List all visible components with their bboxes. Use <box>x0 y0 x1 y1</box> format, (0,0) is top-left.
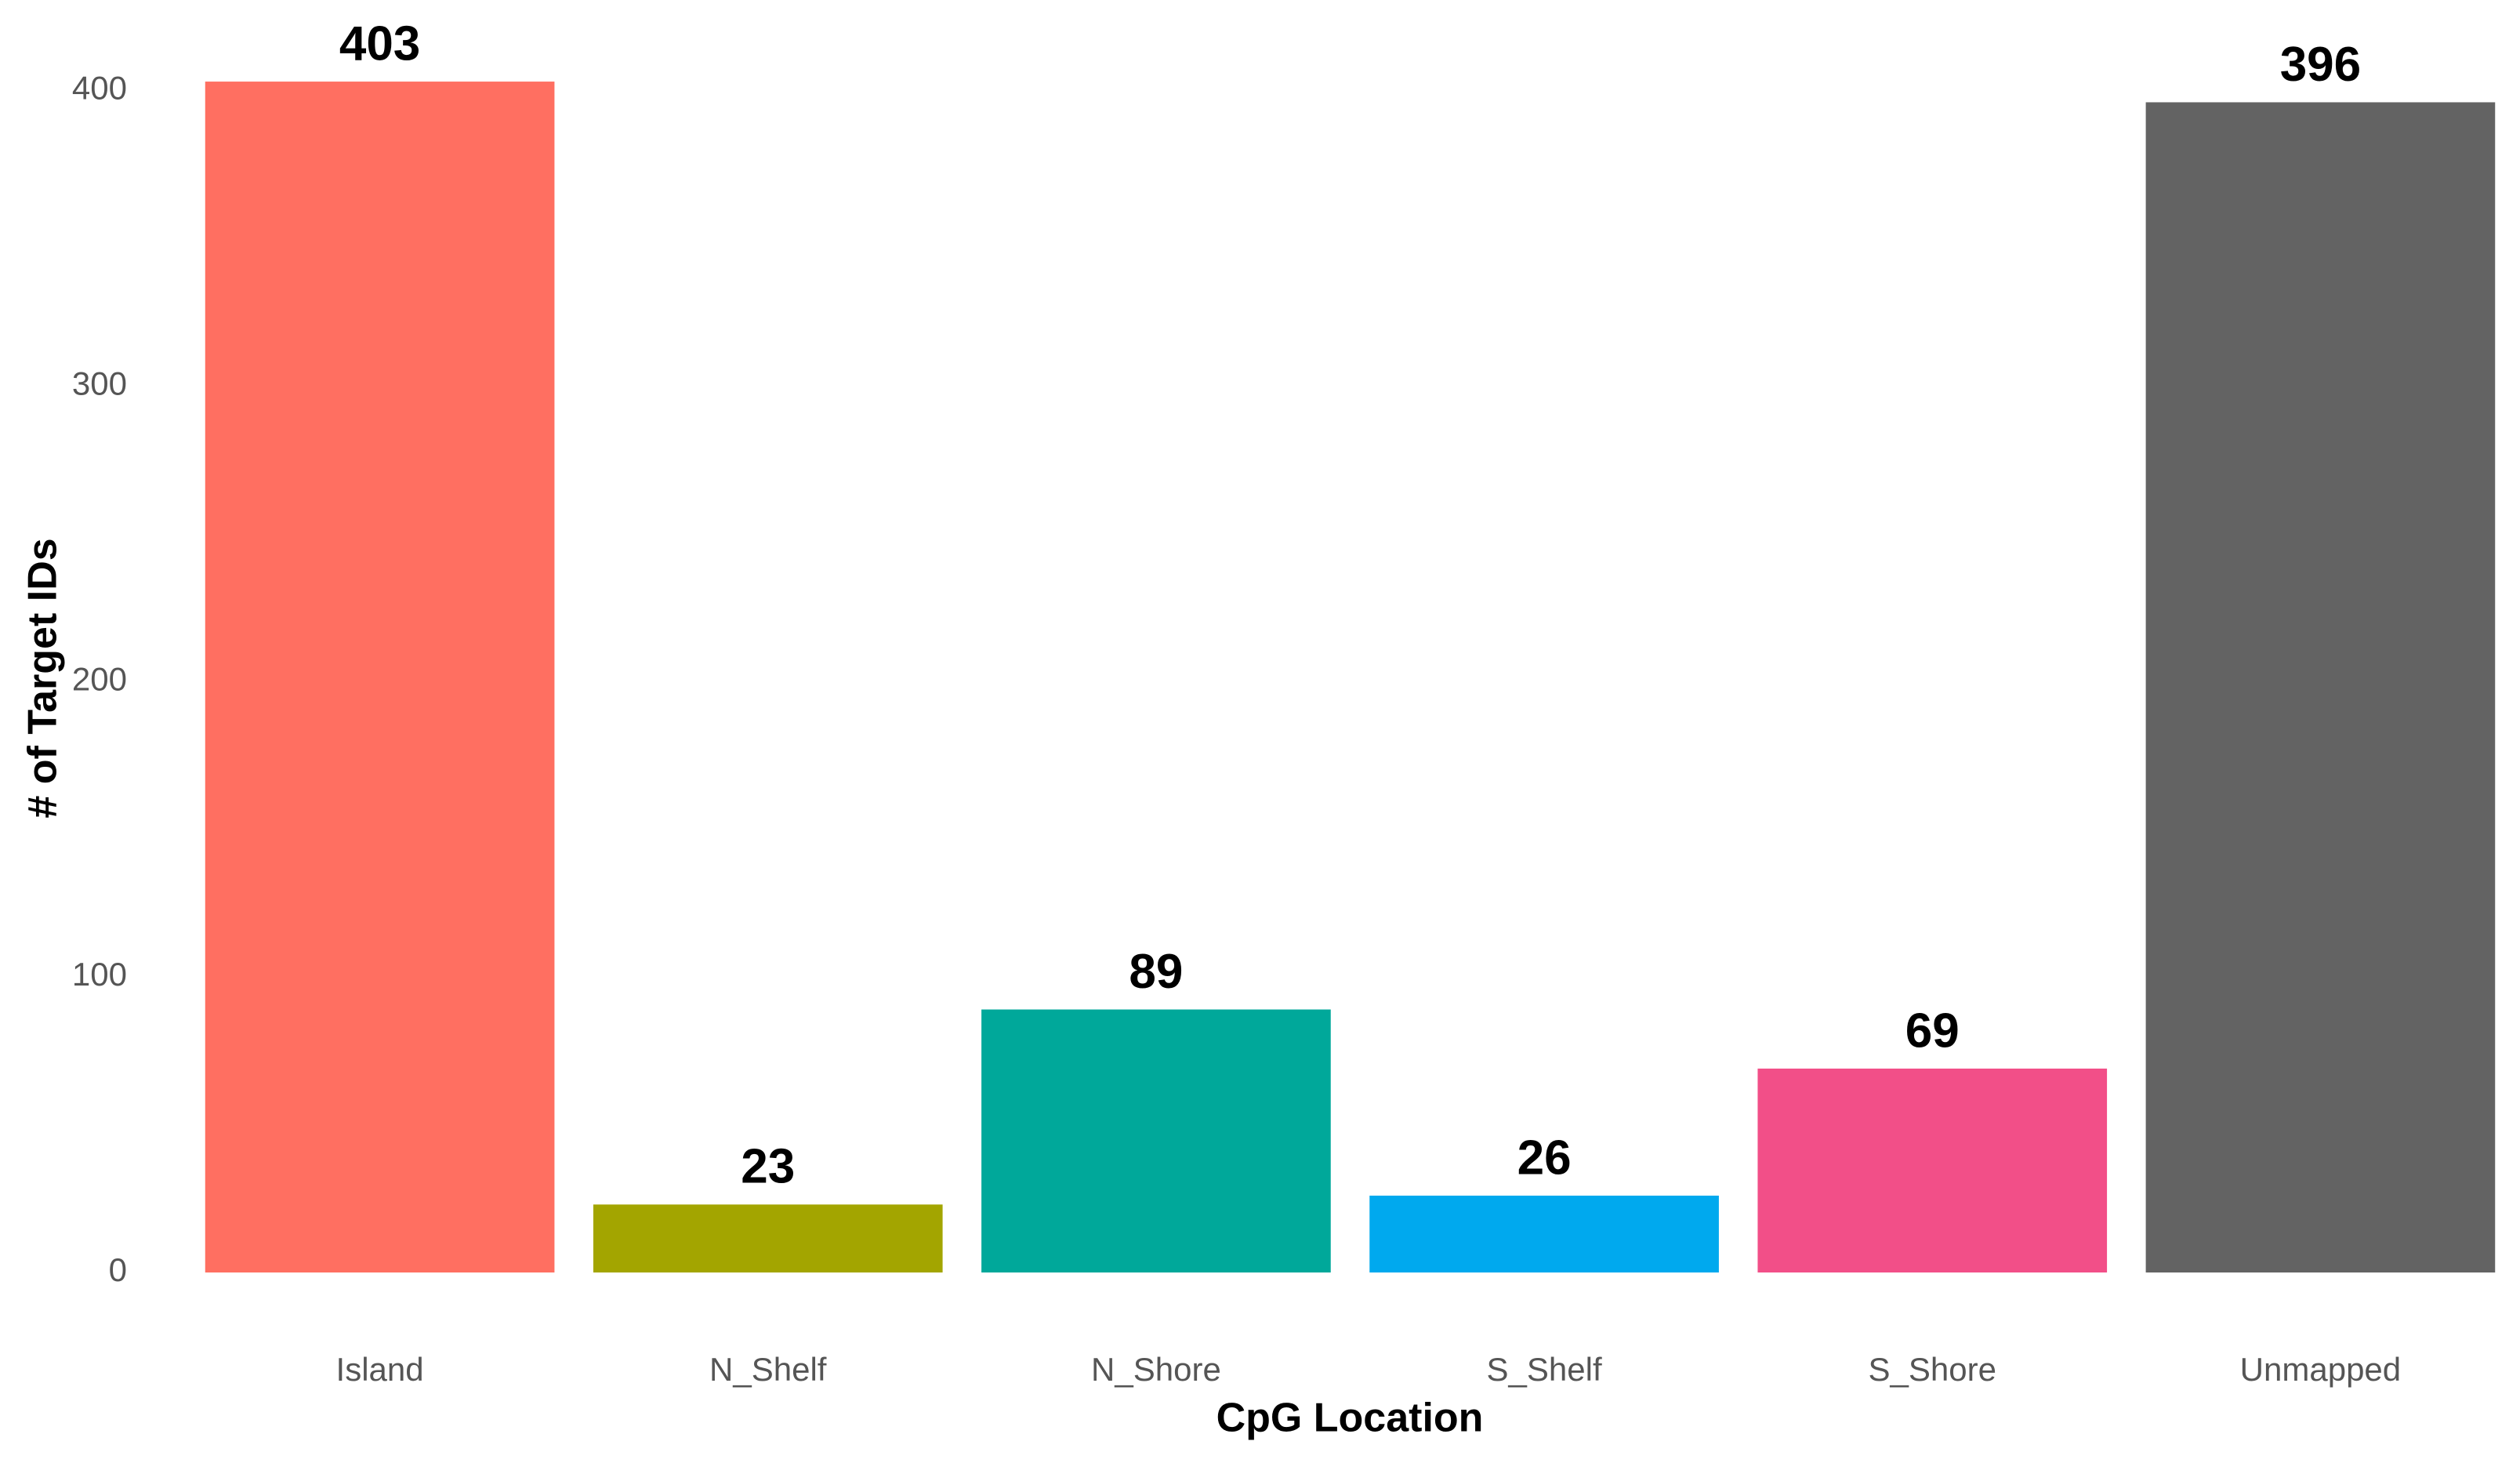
bar <box>593 1204 943 1272</box>
x-tick-label: Unmapped <box>2240 1351 2401 1388</box>
y-tick-label: 100 <box>72 956 127 993</box>
value-label: 396 <box>2280 38 2361 92</box>
y-tick-label: 0 <box>109 1251 127 1288</box>
value-label: 403 <box>339 16 420 71</box>
y-tick-label: 300 <box>72 365 127 401</box>
bar <box>1757 1068 2108 1272</box>
x-tick-label: N_Shore <box>1091 1351 1221 1388</box>
y-tick-label: 400 <box>72 69 127 106</box>
value-label: 89 <box>1129 945 1183 999</box>
x-tick-label: Island <box>336 1351 424 1388</box>
value-label: 69 <box>1905 1004 1960 1058</box>
y-axis-title: # of Target IDs <box>20 538 66 818</box>
x-axis-title: CpG Location <box>1216 1396 1484 1441</box>
bar <box>1369 1196 1719 1272</box>
x-tick-label: S_Shelf <box>1487 1351 1602 1388</box>
bar <box>2145 102 2496 1272</box>
bar <box>205 82 555 1272</box>
x-tick-label: N_Shelf <box>709 1351 827 1388</box>
value-label: 23 <box>741 1140 795 1194</box>
y-tick-label: 200 <box>72 660 127 697</box>
x-tick-label: S_Shore <box>1869 1351 1996 1388</box>
value-label: 26 <box>1517 1131 1572 1185</box>
bar <box>981 1009 1331 1272</box>
